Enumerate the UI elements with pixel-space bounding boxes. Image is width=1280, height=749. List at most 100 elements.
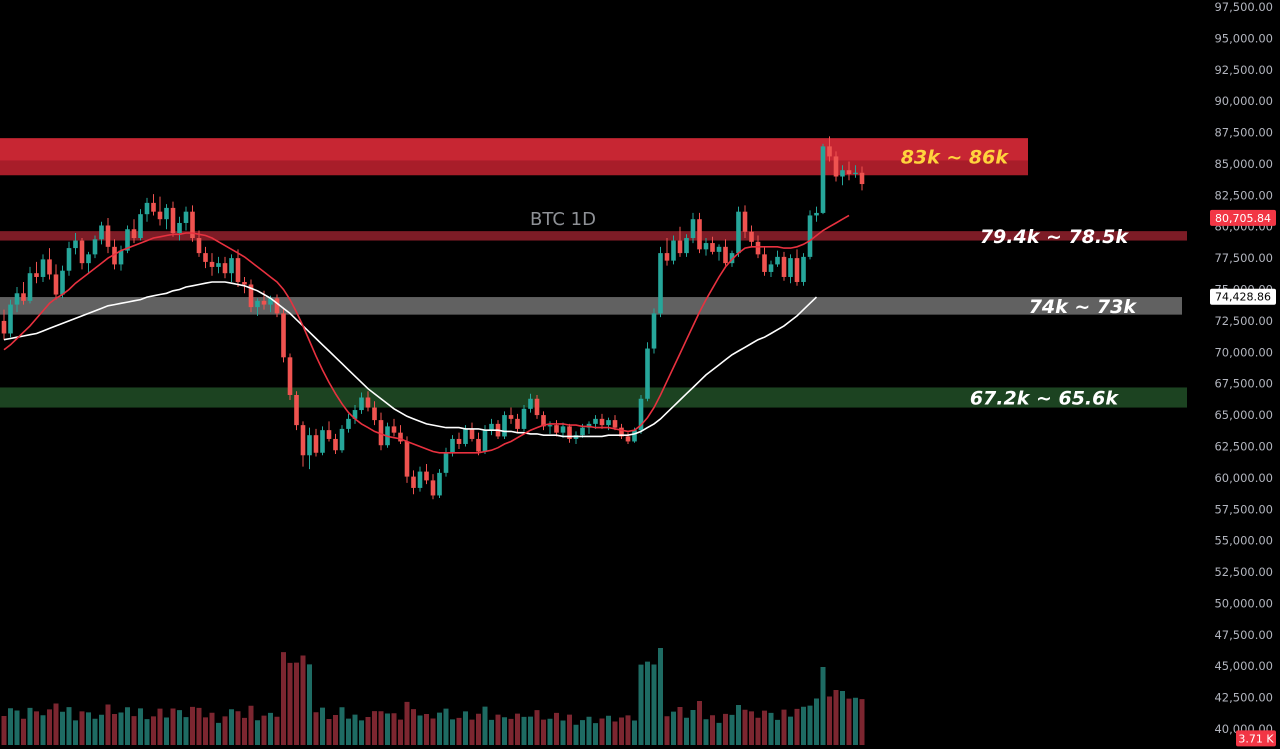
candle-body (619, 427, 624, 437)
candle-body (443, 452, 449, 473)
volume-bar (125, 707, 130, 745)
candle-body (502, 415, 507, 437)
candle-body (859, 172, 865, 185)
zone-label: 67.2k ~ 65.6k (970, 388, 1120, 410)
candle-body (567, 426, 572, 439)
y-tick-label: 85,000.00 (1214, 157, 1273, 171)
volume-bar (788, 716, 793, 745)
candle-body (300, 425, 306, 456)
candle-body (352, 410, 358, 419)
volume-bar (859, 699, 865, 745)
candle-body (47, 259, 52, 275)
volume-bar (430, 718, 436, 745)
zone-label: 79.4k ~ 78.5k (980, 226, 1130, 248)
candle-body (515, 418, 520, 429)
candle-body (79, 240, 85, 264)
candle-body (521, 408, 527, 429)
candle-body (170, 207, 176, 234)
volume-bar (378, 711, 384, 745)
y-tick-label: 97,500.00 (1214, 0, 1273, 14)
volume-bar (190, 706, 195, 745)
volume-bar (222, 716, 228, 745)
candle-body (664, 253, 670, 261)
volume-bar (313, 712, 319, 745)
volume-bar (53, 703, 59, 745)
candle-body (417, 471, 423, 488)
volume-bar (612, 721, 618, 745)
volume-bar (294, 662, 299, 745)
candle-body (645, 348, 650, 399)
candle-body (307, 435, 312, 456)
candle-body (8, 304, 13, 334)
volume-bar (326, 719, 332, 745)
candle-body (138, 214, 143, 239)
volume-bar (820, 667, 826, 745)
candle-body (86, 254, 91, 264)
volume-bar (261, 715, 267, 745)
volume-bar (352, 714, 358, 745)
price-tag (1210, 288, 1276, 305)
y-tick-label: 72,500.00 (1214, 314, 1273, 328)
ma-fast-line (3, 214, 850, 454)
volume-bar (209, 712, 215, 745)
volume-bar (391, 713, 397, 745)
candle-body (398, 432, 403, 442)
candle-body (209, 261, 215, 267)
volume-bar (651, 664, 657, 745)
volume-bar (21, 718, 26, 745)
volume-bar (138, 708, 143, 745)
volume-bar (203, 717, 208, 745)
price-zones (0, 138, 1187, 408)
candle-body (703, 243, 709, 250)
candle-body (677, 240, 683, 254)
candle-body (599, 418, 605, 426)
volume-bar (424, 714, 429, 745)
candle-body (359, 397, 364, 411)
price-tag (1236, 730, 1276, 747)
y-tick-label: 92,500.00 (1214, 63, 1273, 77)
price-axis: 40,000.0042,500.0045,000.0047,500.0050,0… (1214, 0, 1273, 736)
candle-body (222, 263, 228, 274)
volume-bar (625, 715, 631, 745)
candle-body (365, 397, 371, 408)
candle-body (807, 215, 813, 257)
candle-body (651, 313, 657, 349)
volume-bar (164, 717, 169, 745)
volume-bar (235, 711, 241, 745)
y-tick-label: 50,000.00 (1214, 596, 1273, 610)
y-tick-label: 67,500.00 (1214, 377, 1273, 391)
volume-bar (268, 712, 273, 745)
volume-bar (417, 715, 423, 745)
candle-body (450, 438, 455, 453)
zone-labels: 83k ~ 86k 79.4k ~ 78.5k 74k ~ 73k 67.2k ~ 6… (901, 147, 1138, 410)
volume-bar (580, 720, 585, 745)
candle-body (268, 298, 273, 305)
volume-bar (489, 719, 494, 745)
y-tick-label: 87,500.00 (1214, 126, 1273, 140)
candle-body (788, 258, 793, 277)
y-tick-label: 52,500.00 (1214, 565, 1273, 579)
volume-bar (677, 707, 683, 745)
candle-body (66, 248, 72, 271)
candle-body (729, 253, 735, 264)
candle-body (281, 313, 286, 358)
candle-body (528, 398, 533, 409)
y-tick-label: 77,500.00 (1214, 251, 1273, 265)
candle-body (762, 254, 767, 272)
candle-body (229, 258, 234, 274)
zone-band (0, 297, 1182, 315)
volume-bar (801, 706, 806, 745)
volume-bar (47, 709, 52, 745)
volume-bar (14, 710, 20, 745)
candle-body (53, 274, 59, 295)
volume-bar (40, 715, 46, 745)
y-tick-label: 90,000.00 (1214, 94, 1273, 108)
candle-body (203, 253, 208, 262)
candle-body (320, 430, 325, 453)
candle-body (112, 246, 117, 265)
volume-bar (846, 698, 852, 745)
volume-bar (320, 707, 325, 745)
candle-body (1, 320, 7, 334)
volume-bar (385, 713, 390, 745)
